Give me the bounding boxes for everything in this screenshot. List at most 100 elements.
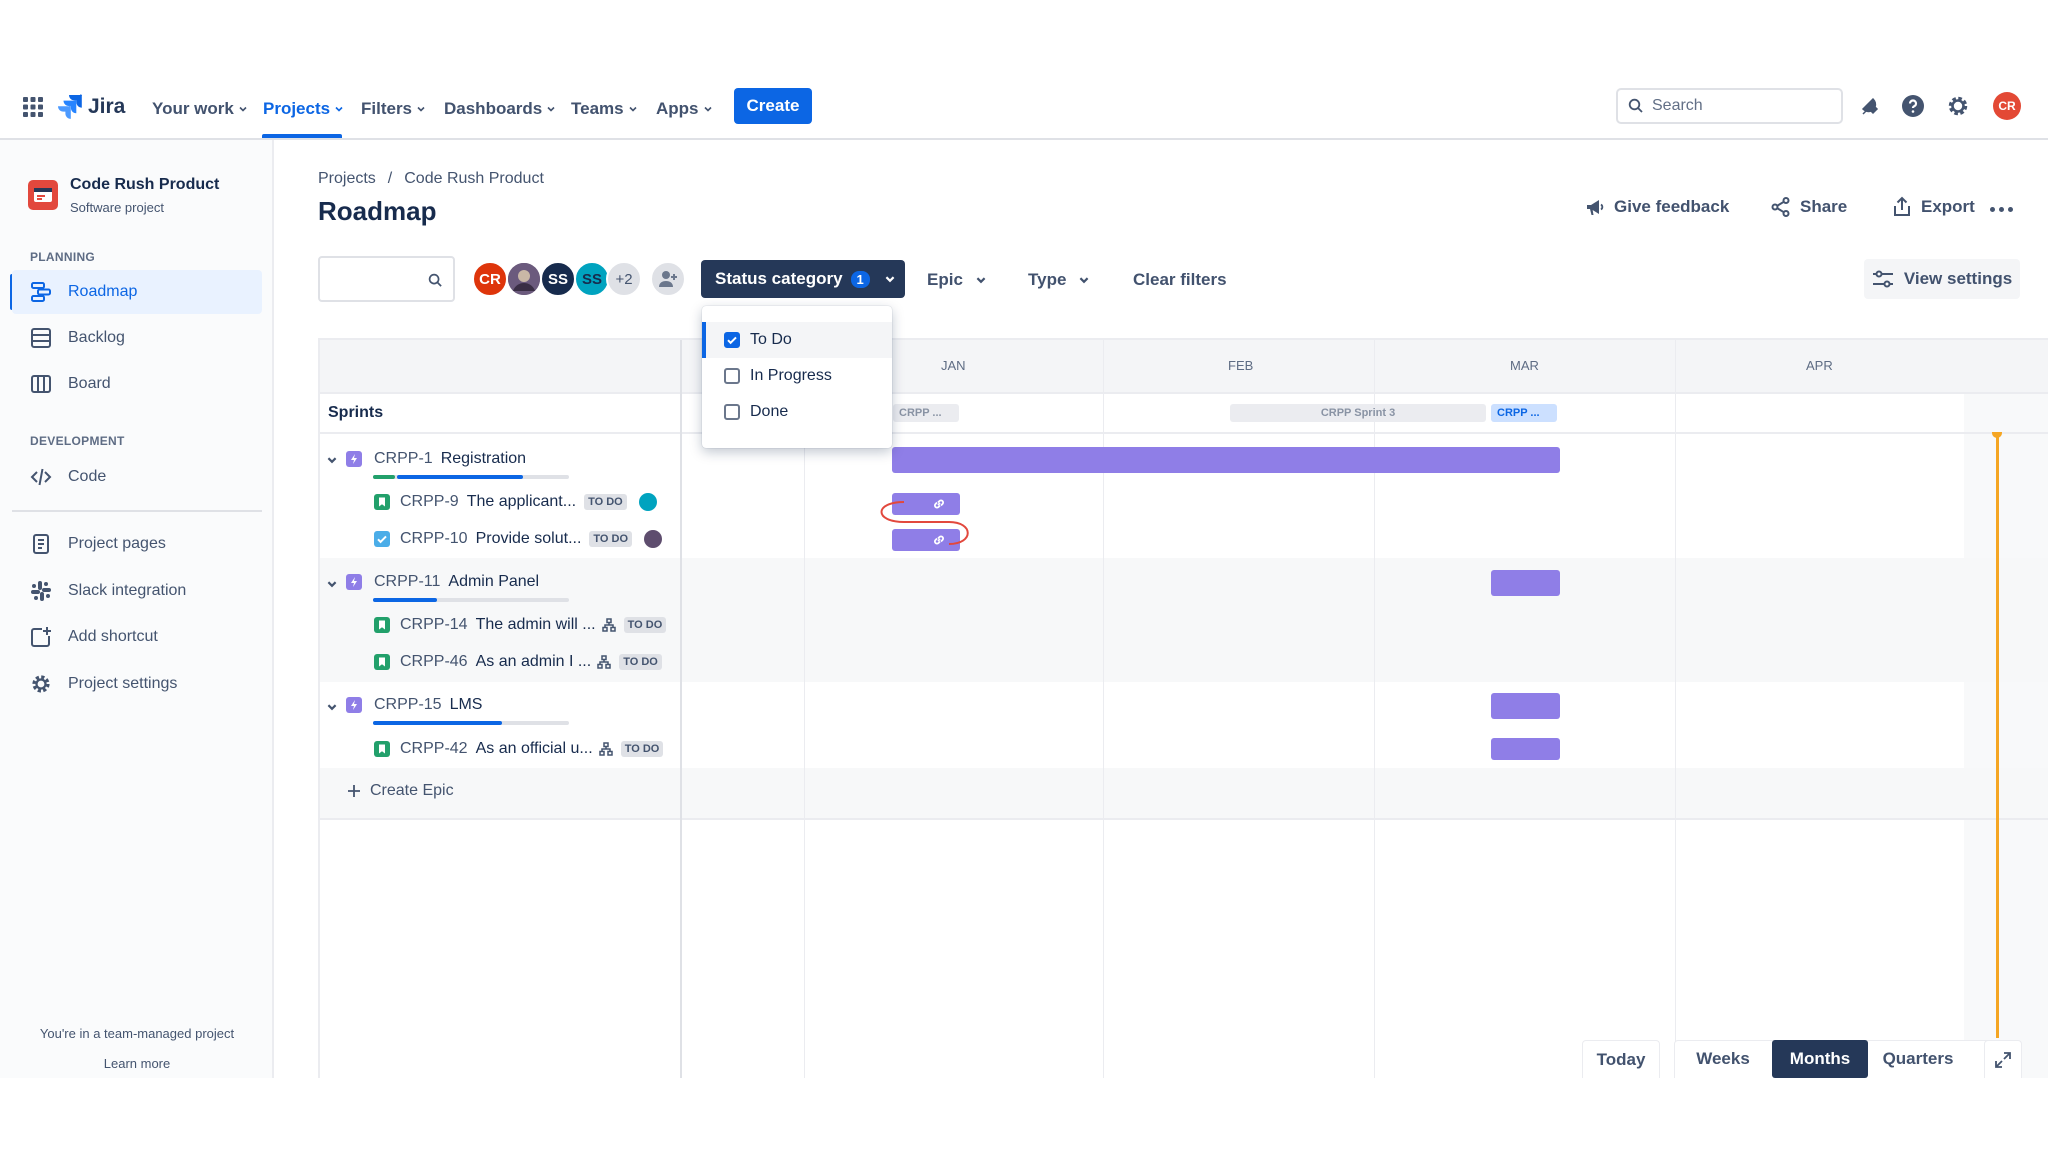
notifications-icon[interactable] [1858,94,1882,118]
chevron-down-icon [1080,277,1089,284]
create-button[interactable]: Create [734,88,812,124]
quarters-button[interactable]: Quarters [1882,1049,1954,1068]
months-button[interactable]: Months [1772,1040,1868,1078]
board-icon [31,375,51,393]
jira-logo[interactable]: Jira [58,94,125,120]
avatar-filter[interactable]: CR [472,261,508,297]
month-jan: JAN [941,358,966,373]
assignee-avatar[interactable] [644,530,663,548]
sprint-chip[interactable]: CRPP Sprint 3 [1230,404,1486,422]
epic-row[interactable]: CRPP-15 LMS [346,696,482,714]
sidebar-item-project-settings[interactable]: Project settings [12,662,262,706]
nav-teams[interactable]: Teams [571,96,638,122]
chevron-down-icon[interactable] [326,454,338,466]
sidebar-item-slack-integration[interactable]: Slack integration [12,569,262,613]
give-feedback-button[interactable]: Give feedback [1584,196,1729,218]
breadcrumb-projects[interactable]: Projects [318,170,376,187]
sidebar-item-backlog[interactable]: Backlog [12,316,262,360]
chevron-down-icon[interactable] [326,578,338,590]
assignee-avatar[interactable] [638,493,657,511]
search-placeholder: Search [1652,97,1703,114]
sprint-chip-active[interactable]: CRPP ... [1491,404,1557,422]
issue-timeline-bar[interactable] [892,493,960,515]
sidebar-item-board[interactable]: Board [12,362,262,406]
project-name[interactable]: Code Rush Product [70,176,220,193]
epic-row[interactable]: CRPP-11 Admin Panel [346,573,539,591]
epic-timeline-bar[interactable] [892,447,1560,473]
epic-row[interactable]: CRPP-1 Registration [346,450,526,468]
issue-row[interactable]: CRPP-10 Provide solut... TO DO [374,530,663,548]
rows-end-divider [320,818,2048,820]
child-issues-icon [598,742,613,756]
export-label: Export [1921,197,1975,216]
breadcrumb-project[interactable]: Code Rush Product [404,170,544,187]
epic-progress-inprogress [397,475,523,479]
epic-timeline-bar[interactable] [1491,570,1560,596]
status-option-done[interactable]: Done [702,394,892,430]
issue-key: CRPP-9 [400,493,459,510]
app-switcher-icon[interactable] [22,96,44,118]
create-epic-button[interactable]: Create Epic [346,782,454,800]
issue-row[interactable]: CRPP-14 The admin will ... TO DO [374,616,667,634]
avatar-filter[interactable]: SS [540,261,576,297]
nav-your-work[interactable]: Your work [152,96,248,122]
epic-icon [346,697,362,713]
fullscreen-button[interactable] [1984,1040,2022,1078]
export-button[interactable]: Export [1891,196,1975,218]
sidebar-item-code[interactable]: Code [12,455,262,499]
help-icon[interactable] [1901,94,1925,118]
share-button[interactable]: Share [1770,196,1847,218]
issue-row[interactable]: CRPP-42 As an official u... TO DO [374,740,664,758]
more-actions-icon[interactable] [1990,207,2013,212]
issue-timeline-bar[interactable] [892,529,960,551]
search-input[interactable]: Search [1616,88,1843,124]
more-avatars-button[interactable]: +2 [606,261,642,297]
breadcrumb-separator: / [387,170,393,187]
checkbox[interactable] [724,404,740,420]
epic-key: CRPP-1 [374,450,433,467]
checkbox[interactable] [724,368,740,384]
epic-filter[interactable]: Epic [927,270,987,290]
status-option-in-progress[interactable]: In Progress [702,358,892,394]
clear-filters-button[interactable]: Clear filters [1133,270,1227,289]
sidebar-item-roadmap[interactable]: Roadmap [12,270,262,314]
sprint-chip[interactable]: CRPP ... [893,404,959,422]
weeks-button[interactable]: Weeks [1696,1049,1750,1068]
share-icon [1771,197,1790,217]
dependency-line[interactable] [874,500,974,548]
issue-timeline-bar[interactable] [1491,738,1560,760]
page-icon [33,534,49,554]
expand-icon [1995,1051,2011,1068]
epic-key: CRPP-15 [374,696,442,713]
issue-row[interactable]: CRPP-9 The applicant... TO DO [374,493,657,511]
view-settings-button[interactable]: View settings [1864,259,2020,299]
project-avatar[interactable] [28,180,58,210]
issue-row[interactable]: CRPP-46 As an admin I ... TO DO [374,653,662,671]
nav-apps[interactable]: Apps [656,96,713,122]
epic-timeline-bar[interactable] [1491,693,1560,719]
settings-gear-icon[interactable] [1946,94,1970,118]
chevron-down-icon [335,106,343,112]
list-timeline-divider [680,340,682,1078]
sidebar-item-label: Project pages [68,535,166,552]
roadmap-search-input[interactable] [318,256,455,302]
type-filter[interactable]: Type [1028,270,1090,290]
sidebar-item-project-pages[interactable]: Project pages [12,522,262,566]
nav-filters[interactable]: Filters [361,96,426,122]
nav-dashboards[interactable]: Dashboards [444,96,556,122]
status-option-to-do[interactable]: To Do [702,322,892,358]
sidebar-item-label: Code [68,468,107,485]
issue-summary: The admin will ... [475,616,596,633]
avatar-filter[interactable] [506,261,542,297]
nav-projects[interactable]: Projects [263,96,344,122]
learn-more-link[interactable]: Learn more [103,1056,171,1071]
sidebar-item-add-shortcut[interactable]: Add shortcut [12,615,262,659]
chevron-down-icon[interactable] [326,701,338,713]
status-category-filter[interactable]: Status category 1 [701,260,905,298]
chevron-down-icon [417,106,425,112]
today-button[interactable]: Today [1582,1040,1660,1078]
avatar-filter[interactable]: SS [574,261,610,297]
add-people-button[interactable] [650,261,686,297]
checkbox-checked[interactable] [724,332,740,348]
user-avatar[interactable]: CR [1993,92,2021,120]
